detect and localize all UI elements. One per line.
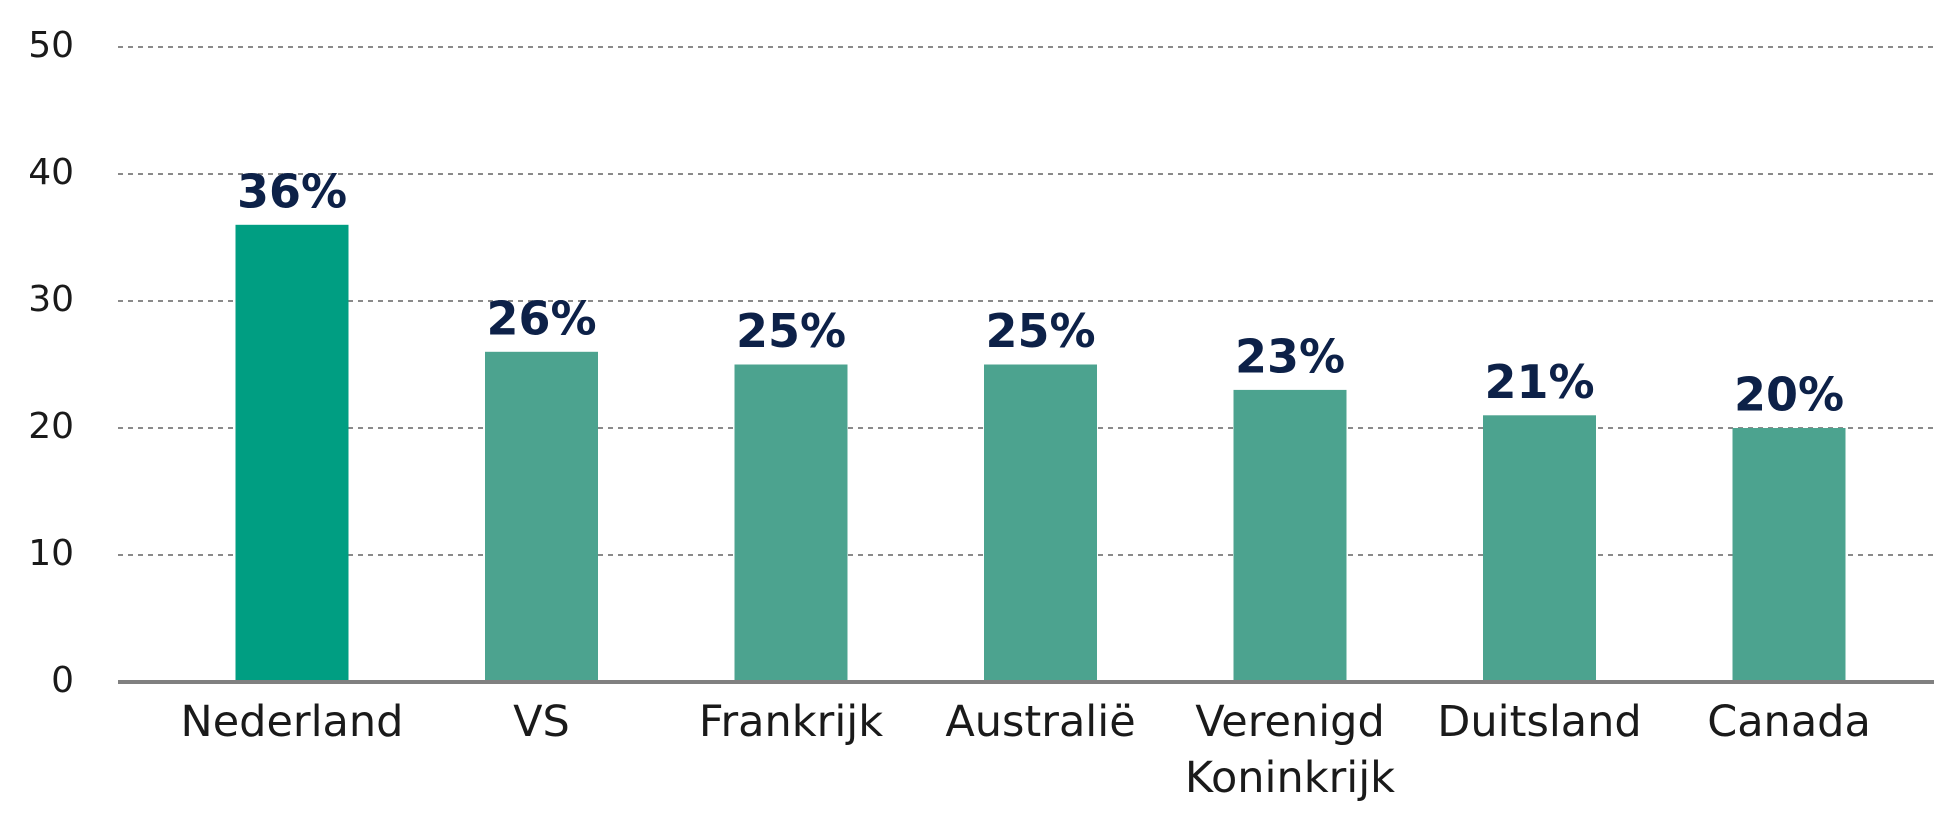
x-tick-label: VS (513, 697, 570, 747)
x-tick-label: Frankrijk (698, 697, 884, 747)
y-tick-label: 30 (28, 279, 74, 320)
value-label: 26% (486, 291, 596, 345)
x-tick-label: Duitsland (1437, 697, 1642, 747)
value-label: 20% (1734, 368, 1844, 422)
value-label: 25% (736, 304, 846, 358)
bar (734, 364, 848, 682)
value-label: 36% (237, 164, 347, 218)
x-tick-label: Australië (945, 697, 1136, 747)
value-label: 25% (985, 304, 1095, 358)
y-tick-label: 40 (28, 152, 74, 193)
x-tick-label: Canada (1707, 697, 1871, 747)
bar (1732, 428, 1846, 682)
bar (235, 224, 349, 683)
bar (984, 364, 1097, 682)
y-tick-label: 20 (28, 406, 74, 447)
y-tick-label: 10 (28, 533, 74, 574)
value-label: 21% (1484, 355, 1594, 409)
bar (1483, 415, 1596, 682)
bar (485, 351, 598, 682)
x-tick-label: Nederland (180, 697, 404, 747)
y-tick-label: 50 (28, 25, 74, 66)
y-tick-label: 0 (51, 660, 74, 701)
x-tick-label: Verenigd Koninkrijk (1184, 697, 1396, 803)
bar (1233, 389, 1347, 682)
value-label: 23% (1235, 329, 1345, 383)
